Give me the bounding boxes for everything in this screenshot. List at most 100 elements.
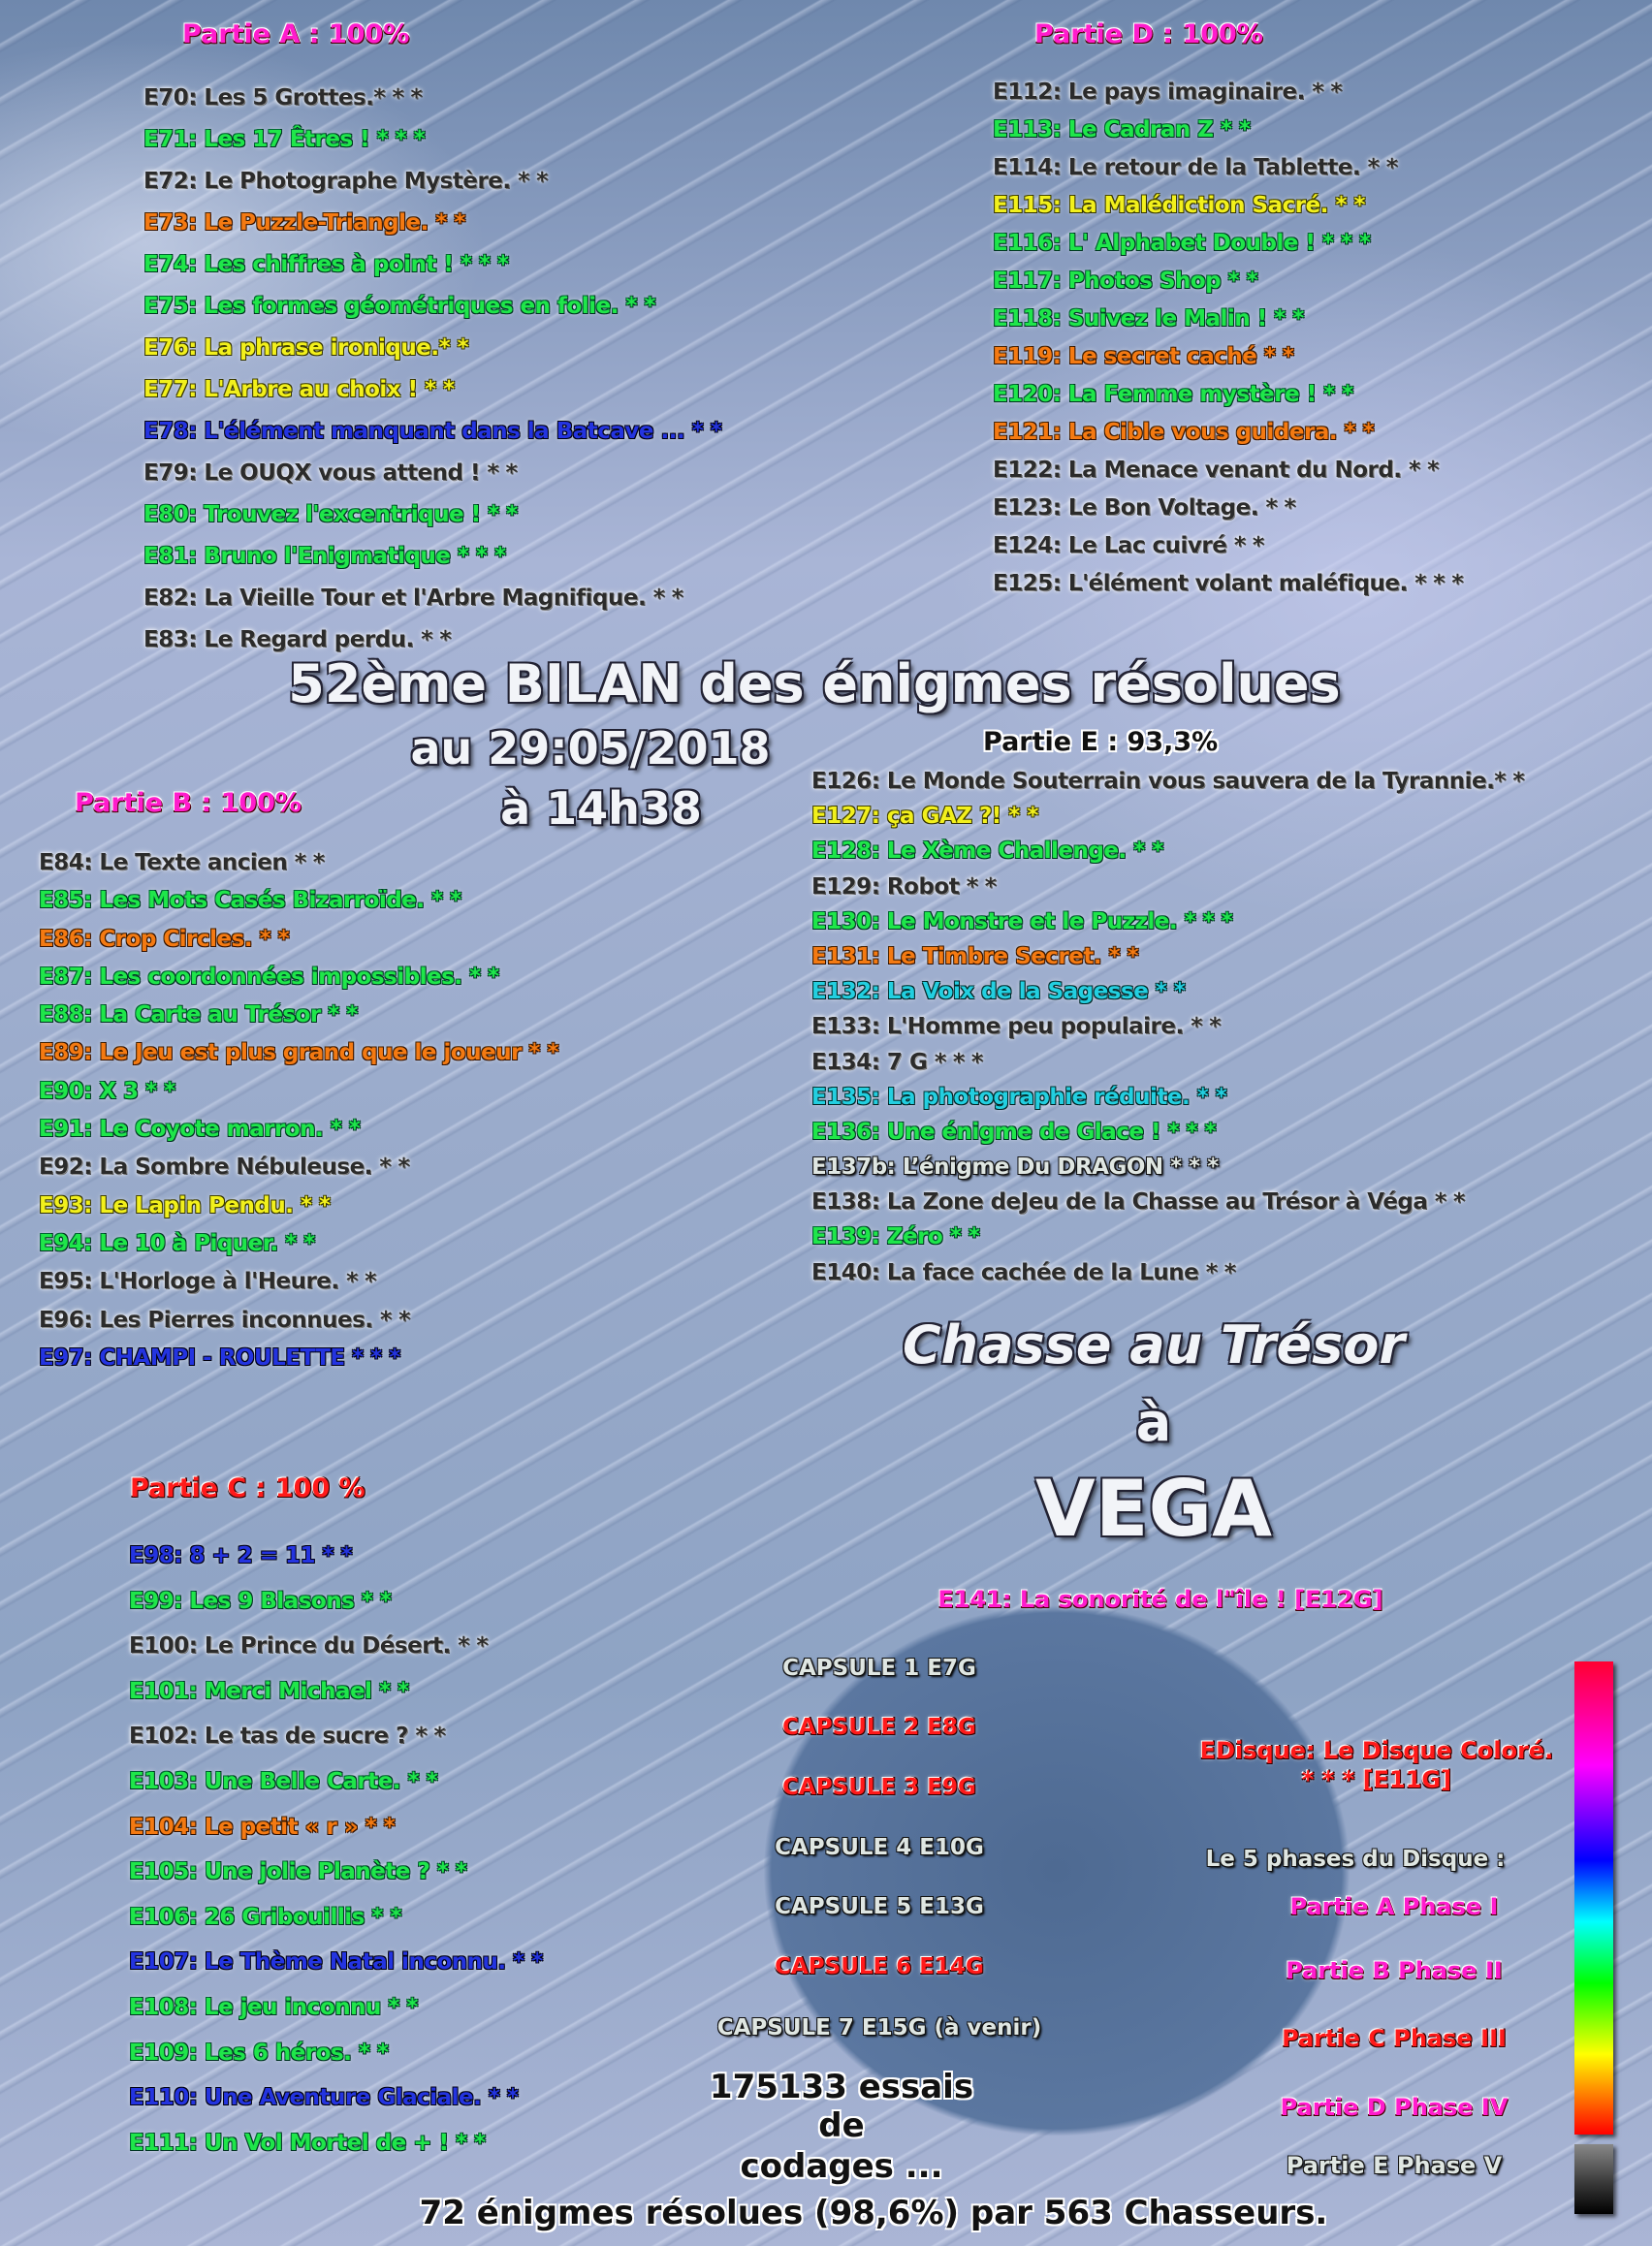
enigma-item: E92: La Sombre Nébuleuse. * * [39, 1155, 410, 1181]
phase-label: Partie A Phase I [1289, 1893, 1499, 1920]
enigma-item: E127: ça GAZ ?! * * [811, 804, 1038, 830]
enigma-item: E129: Robot * * [811, 873, 997, 900]
enigma-item: E79: Le OUQX vous attend ! * * [143, 460, 518, 486]
enigma-item: E82: La Vieille Tour et l'Arbre Magnifiq… [143, 585, 683, 611]
phase-label: Partie E Phase V [1286, 2152, 1503, 2179]
part-b-title: Partie B : 100% [75, 788, 302, 818]
part-e-title: Partie E : 93,3% [983, 727, 1219, 757]
enigma-item: E132: La Voix de la Sagesse * * [811, 979, 1186, 1005]
enigma-item: E96: Les Pierres inconnues. * * [39, 1307, 410, 1333]
capsule-label: CAPSULE 4 E10G [775, 1835, 984, 1860]
enigma-item: E118: Suivez le Malin ! * * [993, 306, 1304, 332]
enigma-item: E107: Le Thème Natal inconnu. * * [129, 1949, 543, 1976]
enigma-item: E126: Le Monde Souterrain vous sauvera d… [811, 769, 1524, 794]
summary-line: 72 énigmes résolues (98,6%) par 563 Chas… [419, 2194, 1328, 2232]
enigma-item: E133: L'Homme peu populaire. * * [811, 1014, 1221, 1040]
enigma-item: E105: Une jolie Planète ? * * [129, 1859, 467, 1885]
enigma-item: E83: Le Regard perdu. * * [143, 627, 451, 652]
enigma-item: E76: La phrase ironique.* * [143, 335, 469, 361]
enigma-item: E72: Le Photographe Mystère. * * [143, 169, 548, 194]
enigma-item: E108: Le jeu inconnu * * [129, 1994, 418, 2020]
enigma-item: E101: Merci Michael * * [129, 1678, 409, 1704]
enigma-item: E117: Photos Shop * * [993, 269, 1258, 294]
enigma-item: E111: Un Vol Mortel de + ! * * [129, 2130, 486, 2156]
enigma-item: E137b: L’énigme Du DRAGON * * * [811, 1155, 1219, 1181]
enigma-item: E112: Le pays imaginaire. * * [993, 79, 1342, 105]
enigma-item: E95: L'Horloge à l'Heure. * * [39, 1269, 376, 1295]
enigma-item: E122: La Menace venant du Nord. * * [993, 458, 1439, 483]
capsule-label: CAPSULE 2 E8G [782, 1715, 976, 1740]
enigma-item: E84: Le Texte ancien * * [39, 850, 325, 875]
phase-label: Partie B Phase II [1286, 1957, 1503, 1984]
attempts-count: 175133 essais [709, 2068, 974, 2106]
enigma-item: E90: X 3 * * [39, 1078, 175, 1104]
enigma-item: E86: Crop Circles. * * [39, 926, 290, 952]
enigma-item: E100: Le Prince du Désert. * * [129, 1633, 488, 1660]
enigma-item: E115: La Malédiction Sacré. * * [993, 193, 1366, 218]
enigma-item: E138: La Zone deJeu de la Chasse au Trés… [811, 1189, 1465, 1216]
enigma-item: E130: Le Monstre et le Puzzle. * * * [811, 908, 1233, 934]
enigma-item: E74: Les chiffres à point ! * * * [143, 252, 509, 277]
part-c-list: E98: 8 + 2 = 11 * * E99: Les 9 Blasons * … [129, 1534, 543, 2166]
enigma-item: E104: Le petit « r » * * [129, 1814, 396, 1840]
enigma-item: E102: Le tas de sucre ? * * [129, 1724, 446, 1750]
phase-label: Partie D Phase IV [1280, 2094, 1509, 2121]
enigma-item: E73: Le Puzzle-Triangle. * * [143, 210, 465, 236]
enigma-item: E131: Le Timbre Secret. * * [811, 943, 1139, 969]
enigma-item: E123: Le Bon Voltage. * * [993, 495, 1296, 521]
part-a-title: Partie A : 100% [182, 19, 410, 49]
enigma-item: E87: Les coordonnées impossibles. * * [39, 964, 499, 990]
enigma-item: E97: CHAMPI - ROULETTE * * * [39, 1344, 400, 1371]
enigma-item: E77: L'Arbre au choix ! * * [143, 377, 455, 402]
enigma-item: E94: Le 10 à Piquer. * * [39, 1230, 315, 1256]
enigma-item: E70: Les 5 Grottes.* * * [143, 85, 423, 111]
enigma-item: E85: Les Mots Casés Bizarroïde. * * [39, 888, 461, 914]
enigma-item: E80: Trouvez l'excentrique ! * * [143, 502, 518, 527]
enigma-item: E98: 8 + 2 = 11 * * [129, 1543, 353, 1568]
attempts-codages: codages ... [740, 2147, 943, 2186]
enigma-item: E109: Les 6 héros. * * [129, 2040, 389, 2066]
title-date: au 29:05/2018 [410, 722, 771, 775]
e141-label: E141: La sonorité de l"île ! [E12G] [937, 1586, 1383, 1613]
disque-stars: * * * [E11G] [1301, 1766, 1452, 1793]
enigma-item: E91: Le Coyote marron. * * [39, 1117, 361, 1143]
part-c-title: Partie C : 100 % [130, 1473, 365, 1503]
hunt-title: Chasse au Trésor [903, 1314, 1405, 1376]
enigma-item: E135: La photographie réduite. * * [811, 1084, 1227, 1110]
phase-label: Partie C Phase III [1282, 2025, 1507, 2052]
part-d-list: E112: Le pays imaginaire. * * E113: Le Ca… [993, 74, 1463, 603]
enigma-item: E78: L'élément manquant dans la Batcave … [143, 419, 722, 444]
capsule-label: CAPSULE 6 E14G [775, 1954, 984, 1979]
part-e-list: E126: Le Monde Souterrain vous sauvera d… [811, 764, 1524, 1290]
enigma-item: E128: Le Xème Challenge. * * [811, 838, 1163, 865]
main-title: 52ème BILAN des énigmes résolues [288, 653, 1341, 714]
enigma-item: E103: Une Belle Carte. * * [129, 1768, 438, 1794]
enigma-item: E119: Le secret caché * * [993, 344, 1294, 369]
enigma-item: E99: Les 9 Blasons * * [129, 1588, 392, 1614]
capsule-label: CAPSULE 1 E7G [782, 1656, 976, 1681]
part-a-list: E70: Les 5 Grottes.* * * E71: Les 17 Être… [143, 78, 722, 661]
capsule-label: CAPSULE 3 E9G [782, 1775, 976, 1800]
enigma-item: E134: 7 G * * * [811, 1049, 983, 1075]
enigma-item: E120: La Femme mystère ! * * [993, 382, 1353, 407]
part-b-list: E84: Le Texte ancien * * E85: Les Mots Ca… [39, 844, 559, 1377]
enigma-item: E75: Les formes géométriques en folie. *… [143, 294, 656, 319]
enigma-item: E113: Le Cadran Z * * [993, 117, 1251, 142]
enigma-item: E106: 26 Gribouillis * * [129, 1904, 401, 1930]
part-d-title: Partie D : 100% [1034, 19, 1263, 49]
disque-label: EDisque: Le Disque Coloré. [1199, 1737, 1554, 1764]
gray-bar [1574, 2144, 1613, 2214]
enigma-item: E89: Le Jeu est plus grand que le joueur… [39, 1040, 559, 1066]
enigma-item: E114: Le retour de la Tablette. * * [993, 155, 1398, 180]
color-spectrum-bar [1574, 1661, 1613, 2135]
enigma-item: E124: Le Lac cuivré * * [993, 533, 1264, 558]
enigma-item: E116: L' Alphabet Double ! * * * [993, 231, 1371, 256]
phases-title: Le 5 phases du Disque : [1205, 1847, 1506, 1872]
enigma-item: E125: L'élément volant maléfique. * * * [993, 571, 1463, 596]
capsule-label: CAPSULE 5 E13G [775, 1894, 984, 1919]
hunt-a: à [1135, 1392, 1172, 1453]
enigma-item: E136: Une énigme de Glace ! * * * [811, 1119, 1217, 1145]
capsule-label: CAPSULE 7 E15G (à venir) [716, 2015, 1042, 2040]
enigma-item: E110: Une Aventure Glaciale. * * [129, 2085, 519, 2111]
enigma-item: E81: Bruno l'Enigmatique * * * [143, 544, 506, 569]
